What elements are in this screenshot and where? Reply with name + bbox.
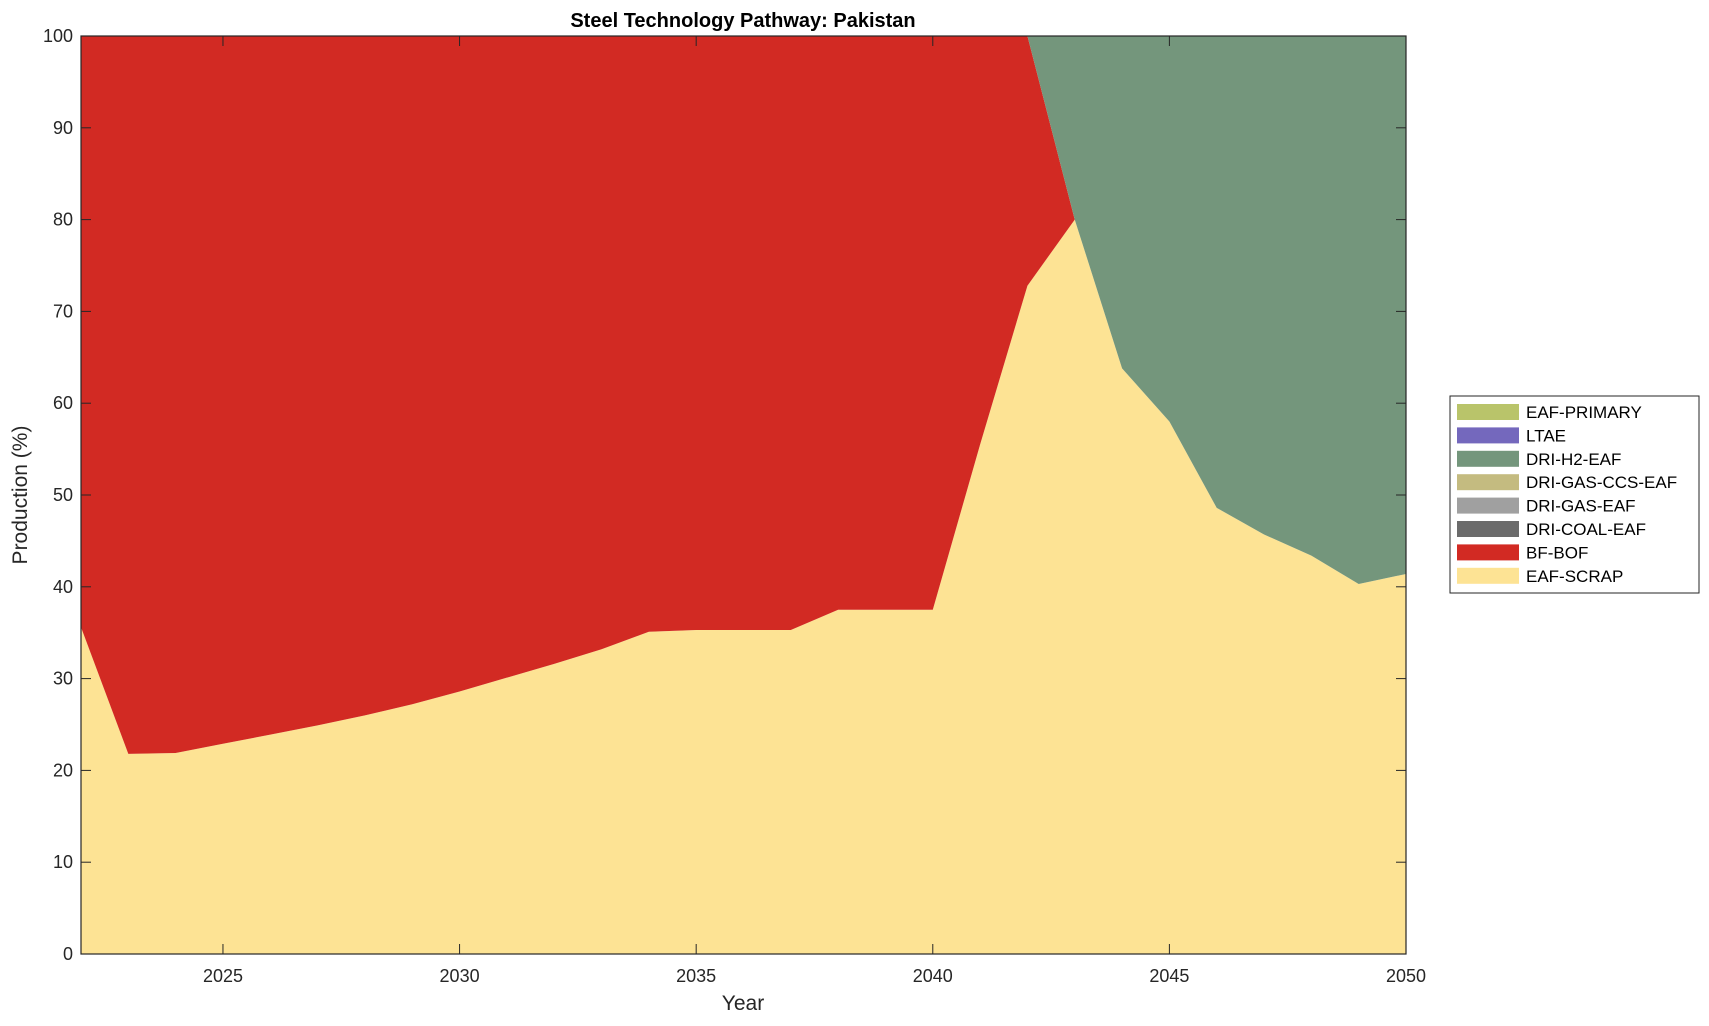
- legend-label-bf-bof: BF-BOF: [1526, 543, 1588, 562]
- legend-swatch-eaf-primary: [1457, 404, 1519, 420]
- y-tick-label: 90: [53, 118, 73, 138]
- legend-label-eaf-primary: EAF-PRIMARY: [1526, 403, 1642, 422]
- x-tick-label: 2035: [676, 966, 716, 986]
- x-tick-label: 2045: [1149, 966, 1189, 986]
- y-tick-label: 40: [53, 577, 73, 597]
- legend-swatch-dri-coal-eaf: [1457, 521, 1519, 537]
- legend-swatch-ltae: [1457, 427, 1519, 444]
- legend-box: [1449, 395, 1700, 594]
- y-tick-label: 100: [43, 26, 73, 46]
- legend-swatch-dri-gas-eaf: [1457, 497, 1519, 514]
- x-axis-label: Year: [722, 992, 764, 1015]
- area-dri-h2-eaf: [81, 36, 1406, 585]
- y-axis-label: Production (%): [9, 426, 32, 565]
- y-tick-label: 0: [63, 944, 73, 964]
- legend-label-dri-coal-eaf: DRI-COAL-EAF: [1526, 520, 1646, 539]
- legend: EAF-PRIMARY LTAE DRI-H2-EAF DRI-GAS-CCS-EAF…: [1449, 395, 1700, 594]
- x-tick-label: 2025: [203, 966, 243, 986]
- legend-swatch-dri-gas-ccs-eaf: [1457, 474, 1519, 491]
- area-eaf-scrap: [81, 219, 1406, 955]
- legend-swatch-eaf-scrap: [1457, 567, 1519, 584]
- x-tick-label: 2040: [913, 966, 953, 986]
- legend-label-dri-gas-eaf: DRI-GAS-EAF: [1526, 497, 1636, 516]
- area-bf-bof: [81, 36, 1406, 754]
- legend-label-dri-h2-eaf: DRI-H2-EAF: [1526, 450, 1621, 469]
- legend-label-dri-gas-ccs-eaf: DRI-GAS-CCS-EAF: [1526, 473, 1677, 492]
- area-series-group: [81, 36, 1406, 955]
- y-axis-ticks: 0 10 20 30 40 50 60 70 80 90 100: [43, 26, 1406, 964]
- y-tick-label: 50: [53, 485, 73, 505]
- legend-label-eaf-scrap: EAF-SCRAP: [1526, 567, 1623, 586]
- y-tick-label: 60: [53, 393, 73, 413]
- legend-label-ltae: LTAE: [1526, 426, 1566, 445]
- legend-swatch-dri-h2-eaf: [1457, 450, 1519, 467]
- legend-swatch-bf-bof: [1457, 544, 1519, 561]
- y-tick-label: 20: [53, 760, 73, 780]
- y-tick-label: 80: [53, 210, 73, 230]
- y-tick-label: 30: [53, 669, 73, 689]
- chart-title: Steel Technology Pathway: Pakistan: [570, 10, 915, 32]
- y-tick-label: 10: [53, 852, 73, 872]
- x-tick-label: 2050: [1386, 966, 1426, 986]
- x-axis-ticks: 2025 2030 2035 2040 2045 2050: [203, 36, 1426, 986]
- x-tick-label: 2030: [440, 966, 480, 986]
- y-tick-label: 70: [53, 301, 73, 321]
